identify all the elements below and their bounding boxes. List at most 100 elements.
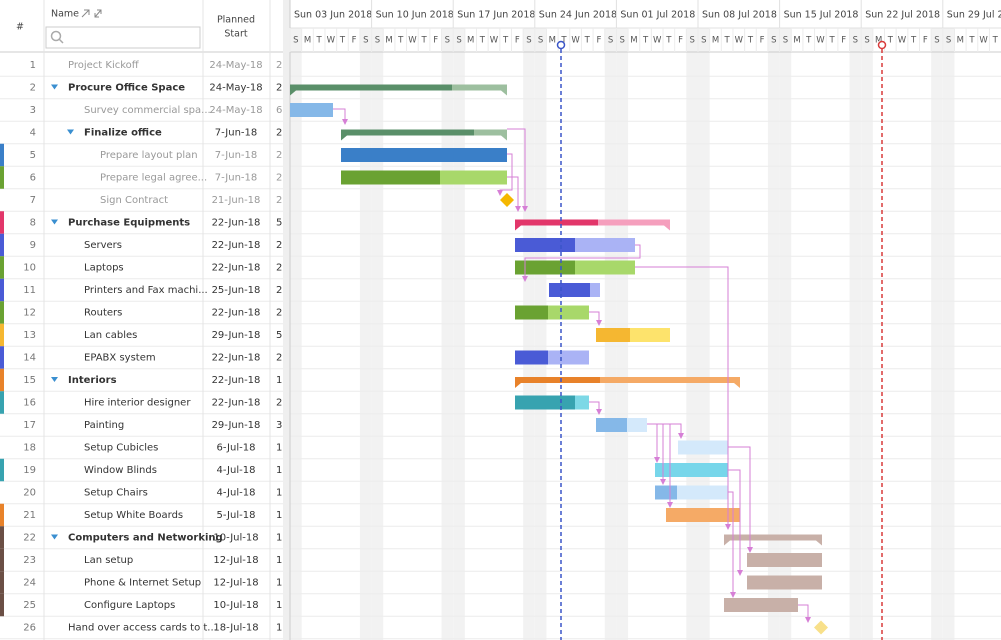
marker-head	[877, 40, 887, 50]
row-color-strip	[0, 211, 4, 234]
task-bar[interactable]	[290, 103, 333, 117]
planned-start: 24-May-18	[209, 60, 262, 71]
summary-progress	[290, 84, 452, 91]
duration: 6	[276, 105, 282, 116]
day-letter: M	[712, 36, 719, 46]
duration: 1	[276, 623, 282, 634]
task-name: Survey commercial spa...	[84, 105, 211, 116]
duration: 2	[276, 398, 282, 409]
row-id: 12	[23, 308, 36, 319]
task-name: Lan setup	[84, 555, 133, 566]
day-letter: S	[538, 36, 543, 46]
planned-start: 4-Jul-18	[217, 465, 256, 476]
day-letter: S	[608, 36, 613, 46]
expand-toggle[interactable]	[51, 377, 58, 382]
row-id: 19	[23, 465, 36, 476]
row-id: 26	[23, 623, 36, 634]
expand-toggle[interactable]	[51, 534, 58, 540]
task-bar[interactable]	[666, 508, 740, 522]
start-header: Start	[224, 29, 247, 40]
day-letter: M	[630, 36, 637, 46]
row-id: 8	[30, 218, 36, 229]
expand-toggle[interactable]	[51, 219, 58, 225]
row-color-strip	[0, 503, 4, 527]
task-name: Setup White Boards	[84, 510, 183, 521]
week-label: Sun 03 Jun 2018	[294, 10, 372, 21]
day-letter: T	[502, 36, 509, 46]
weekend-shade	[779, 28, 792, 640]
summary-cap	[816, 540, 822, 546]
day-letter: S	[375, 36, 380, 46]
duration: 2	[276, 308, 282, 319]
milestone[interactable]	[500, 193, 514, 207]
summary-cap	[290, 90, 296, 96]
task-name: Prepare legal agree...	[100, 173, 207, 184]
duration: 1	[276, 488, 282, 499]
expand-toggle[interactable]	[51, 84, 58, 90]
task-name: Hire interior designer	[84, 398, 191, 409]
task-bar[interactable]	[747, 553, 822, 567]
duration: 2	[276, 353, 282, 364]
task-progress	[515, 350, 548, 365]
planned-start: 10-Jul-18	[213, 533, 258, 544]
summary-cap	[515, 383, 521, 388]
task-bar[interactable]	[724, 598, 798, 612]
row-id: 7	[30, 195, 36, 206]
task-name: Routers	[84, 308, 122, 319]
day-letter: S	[526, 36, 531, 46]
planned-start: 12-Jul-18	[213, 578, 258, 589]
planned-start: 22-Jun-18	[212, 218, 261, 229]
row-id: 13	[23, 330, 36, 341]
summary-cap	[515, 225, 521, 231]
row-id: 11	[23, 285, 36, 296]
row-color-strip	[0, 166, 4, 189]
week-label: Sun 10 Jun 2018	[376, 10, 454, 21]
row-id: 4	[30, 128, 36, 139]
day-letter: W	[408, 36, 417, 46]
task-bar[interactable]	[678, 440, 728, 455]
row-id: 9	[30, 240, 36, 251]
planned-start: 25-Jun-18	[212, 285, 261, 296]
duration: 2	[276, 240, 282, 251]
day-letter: W	[898, 36, 907, 46]
day-letter: W	[327, 36, 336, 46]
task-name: Computers and Networking	[68, 533, 223, 544]
row-color-strip	[0, 143, 4, 167]
summary-progress	[515, 377, 600, 383]
dependency-link	[728, 469, 743, 576]
task-name: Setup Chairs	[84, 488, 148, 499]
task-bar[interactable]	[341, 148, 507, 162]
day-letter: T	[887, 36, 894, 46]
task-name: Servers	[84, 240, 122, 251]
expand-toggle[interactable]	[67, 129, 74, 135]
day-letter: W	[490, 36, 499, 46]
task-bar[interactable]	[747, 575, 822, 590]
week-label: Sun 22 Jul 2018	[865, 10, 940, 21]
task-progress	[515, 260, 575, 275]
weekend-shade	[861, 28, 873, 640]
weekend-shade	[849, 28, 862, 640]
summary-cap	[501, 90, 507, 96]
duration: 2	[276, 60, 282, 71]
planned-start: 24-May-18	[209, 105, 262, 116]
row-color-strip	[0, 301, 4, 324]
search-box[interactable]	[45, 26, 201, 49]
summary-cap	[501, 135, 507, 141]
planned-start: 22-Jun-18	[212, 398, 261, 409]
day-letter: F	[352, 36, 357, 46]
week-label: Sun 15 Jul 2018	[784, 10, 859, 21]
dependency-link	[333, 108, 348, 125]
task-bar[interactable]	[655, 463, 728, 477]
weekend-shade	[686, 28, 698, 640]
duration: 5	[276, 330, 282, 341]
task-progress	[596, 328, 630, 342]
milestone[interactable]	[814, 620, 828, 635]
row-color-strip	[0, 346, 4, 369]
day-letter: T	[724, 36, 731, 46]
planned-start: 22-Jun-18	[212, 353, 261, 364]
day-letter: S	[864, 36, 869, 46]
day-letter: S	[445, 36, 450, 46]
task-name: Finalize office	[84, 128, 162, 139]
task-progress	[515, 238, 575, 252]
planned-start: 29-Jun-18	[212, 330, 261, 341]
